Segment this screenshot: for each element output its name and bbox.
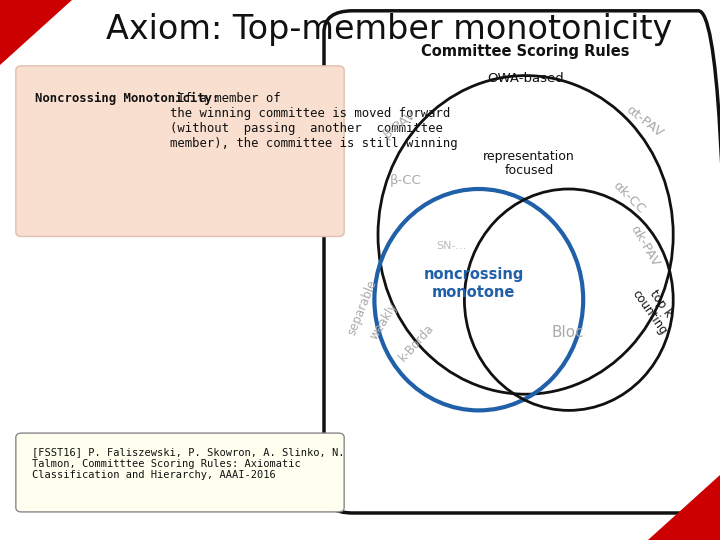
Text: separable: separable	[345, 278, 379, 338]
Text: focused: focused	[505, 164, 554, 177]
Text: k-Borda: k-Borda	[396, 322, 436, 364]
Text: αk-CC: αk-CC	[610, 178, 647, 216]
Text: representation: representation	[483, 150, 575, 163]
Text: αk-PAV: αk-PAV	[627, 222, 662, 269]
Text: OWA-based: OWA-based	[487, 72, 564, 85]
Text: noncrossing
monotone: noncrossing monotone	[423, 267, 524, 300]
Text: Noncrossing Monotonicity:: Noncrossing Monotonicity:	[35, 92, 219, 105]
Text: If a member of
the winning committee is moved forward
(without  passing  another: If a member of the winning committee is …	[170, 92, 457, 150]
Text: top k
counting: top k counting	[629, 279, 681, 337]
Text: β-PAV: β-PAV	[381, 107, 418, 141]
Text: Axiom: Top-member monotonicity: Axiom: Top-member monotonicity	[106, 13, 672, 46]
Text: αt-PAV: αt-PAV	[624, 103, 665, 140]
Text: SN-...: SN-...	[436, 241, 467, 251]
Text: Committee Scoring Rules: Committee Scoring Rules	[421, 44, 630, 59]
FancyBboxPatch shape	[16, 66, 344, 237]
FancyBboxPatch shape	[16, 433, 344, 512]
Text: [FSST16] P. Faliszewski, P. Skowron, A. Slinko, N.
Talmon, Committtee Scoring Ru: [FSST16] P. Faliszewski, P. Skowron, A. …	[32, 447, 345, 480]
Text: β-CC: β-CC	[390, 174, 421, 187]
Text: weakly: weakly	[367, 300, 400, 342]
Text: Bloc: Bloc	[551, 325, 584, 340]
